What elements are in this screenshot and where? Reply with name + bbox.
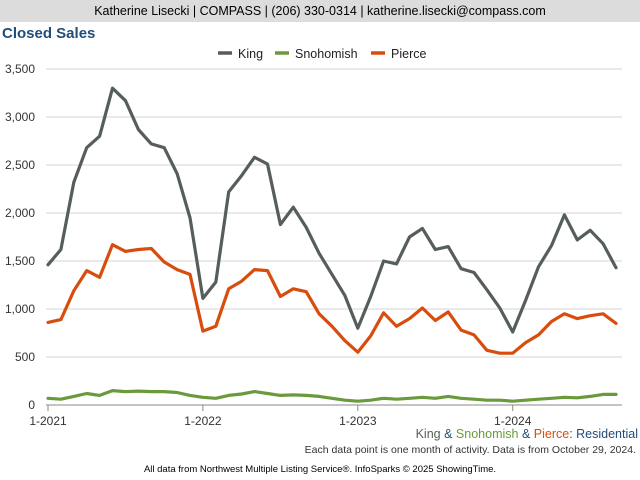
y-tick-label: 2,000: [5, 206, 35, 220]
legend-label-pierce: Pierce: [391, 47, 426, 61]
contact-header: Katherine Lisecki | COMPASS | (206) 330-…: [0, 0, 640, 22]
footer-legend-pierce: Pierce: [533, 427, 570, 441]
footer-legend-amp-2: &: [518, 427, 534, 441]
footer-legend-snohomish: Snohomish: [455, 427, 519, 441]
footer-legend-king: King: [415, 427, 441, 441]
y-tick-label: 2,500: [5, 158, 35, 172]
y-tick-label: 3,000: [5, 110, 35, 124]
series-line-king: [46, 86, 618, 334]
footer-legend: King & Snohomish & Pierce: Residential: [416, 427, 638, 441]
footer-legend-suffix: : Residential: [569, 427, 638, 441]
series-line-pierce: [46, 243, 618, 355]
series-line-snohomish: [46, 389, 618, 403]
x-tick-label: 1-2023: [339, 414, 377, 428]
footer-legend-amp-1: &: [440, 427, 456, 441]
contact-text: Katherine Lisecki | COMPASS | (206) 330-…: [94, 4, 546, 18]
legend-label-king: King: [238, 47, 263, 61]
y-tick-label: 500: [15, 350, 35, 364]
y-tick-label: 1,500: [5, 254, 35, 268]
x-tick-label: 1-2022: [184, 414, 222, 428]
x-tick-label: 1-2021: [29, 414, 67, 428]
data-source: All data from Northwest Multiple Listing…: [143, 464, 497, 475]
y-tick-label: 3,500: [5, 62, 35, 76]
y-tick-label: 1,000: [5, 302, 35, 316]
x-tick-label: 1-2024: [494, 414, 532, 428]
chart-title: Closed Sales: [2, 25, 96, 42]
data-note: Each data point is one month of activity…: [304, 444, 636, 456]
y-tick-label: 0: [28, 398, 35, 412]
legend-label-snohomish: Snohomish: [295, 47, 358, 61]
